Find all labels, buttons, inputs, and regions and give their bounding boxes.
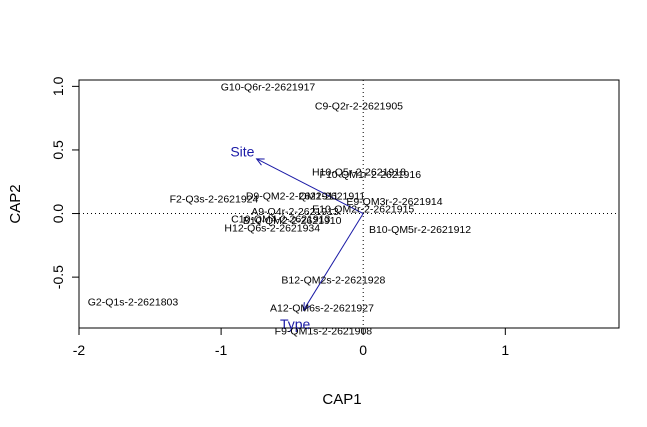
site-point-label: F2-Q3s-2-2621924 (170, 193, 259, 205)
site-point-label: A12-QM6s-2-2621927 (270, 303, 374, 315)
y-tick-label: 0.0 (50, 204, 66, 224)
site-point-label: G2-Q1s-2-2621803 (88, 296, 179, 308)
vector-type (303, 213, 364, 311)
y-tick-label: 1.0 (50, 76, 66, 96)
site-point-label: F10-QM1r-2-2621916 (320, 169, 422, 181)
y-axis: -0.5 0.0 0.5 1.0 (50, 76, 80, 289)
site-point-label: A9-Q4r-2-2621913 (251, 206, 339, 218)
site-point-label: C9-Q2r-2-2621905 (315, 100, 403, 112)
site-point-label: B10-QM5r-2-2621912 (369, 224, 471, 236)
vector-site (256, 158, 364, 214)
vectors: Site Type (230, 144, 364, 332)
x-axis-title: CAP1 (322, 391, 361, 408)
vector-label-site: Site (230, 144, 254, 160)
y-tick-label: -0.5 (50, 265, 66, 289)
site-point-label: H12-Q6s-2-2621934 (224, 223, 320, 235)
site-point-label: H10-Q5r-2-2621918 (312, 167, 406, 179)
site-point-label: E10-QM2r-2-2621915 (312, 203, 414, 215)
x-tick-label: 0 (359, 342, 367, 358)
site-point-label: B12-QM2s-2-2621928 (281, 275, 385, 287)
vector-site-arrowhead (255, 158, 265, 166)
x-tick-label: 1 (501, 342, 509, 358)
site-point-label: E9-QM3r-2-2621914 (346, 196, 442, 208)
site-point-label: D9-QM2-2-2621911 (246, 191, 339, 203)
y-tick-label: 0.5 (50, 140, 66, 160)
y-axis-title: CAP2 (7, 184, 24, 223)
reference-lines (79, 80, 619, 328)
x-tick-label: -2 (73, 342, 86, 358)
vector-label-type: Type (280, 316, 311, 332)
site-point-label: G10-Q6r-2-2621917 (221, 81, 316, 93)
site-point-label: B10-QM2-2-2621910 (243, 215, 342, 227)
site-point-label: QM2-2621911 (299, 191, 366, 203)
site-labels: G10-Q6r-2-2621917 C9-Q2r-2-2621905 H10-Q5r… (88, 81, 472, 337)
x-axis: -2 -1 0 1 (73, 327, 509, 358)
site-point-label: C10-QM4-2-2621913 (231, 214, 330, 226)
vector-type-arrowhead (302, 302, 311, 312)
site-point-label: F9-QM1s-2-2621908 (275, 326, 373, 338)
x-tick-label: -1 (215, 342, 228, 358)
